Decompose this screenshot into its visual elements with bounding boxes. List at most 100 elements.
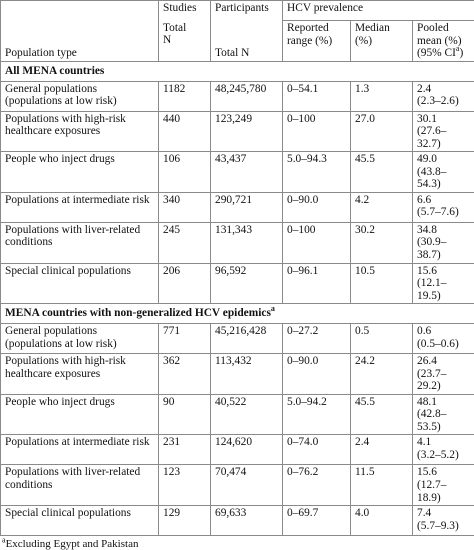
data-row: Populations with liver-related condition… [1,222,474,263]
cell: 0–100 [283,111,351,152]
header-row: Studies Participants HCV prevalence [1,1,474,21]
pooled-mean: 2.4 [417,83,470,96]
data-table: Studies Participants HCV prevalence Popu… [0,0,474,536]
data-row: Populations with high-risk healthcare ex… [1,111,474,152]
cell: 24.2 [351,354,413,395]
header-row: Population type Total N Total N Reported… [1,21,474,62]
pooled-mean: 48.1 [417,396,470,409]
footnote-marker: a [271,305,275,314]
confidence-interval: (30.9–38.7) [417,236,470,261]
cell: 34.8(30.9–38.7) [413,222,474,263]
pooled-mean: 6.6 [417,194,470,207]
cell: 2.4(2.3–2.6) [413,81,474,111]
header-text: Pooled mean (%) (95% CI [417,22,462,59]
header-cell: Studies [159,1,211,21]
cell: 245 [159,222,211,263]
cell: 27.0 [351,111,413,152]
pooled-mean: 0.6 [417,325,470,338]
cell: 15.6(12.1–19.5) [413,263,474,304]
cell: Special clinical populations [1,263,159,304]
cell: 49.0(43.8–54.3) [413,152,474,193]
cell: Populations with liver-related condition… [1,465,159,506]
cell: 0–69.7 [283,506,351,536]
pooled-mean: 4.1 [417,436,470,449]
header-cell: Total N [159,21,211,62]
section-title: MENA countries with non-generalized HCV … [1,304,474,324]
cell: 129 [159,506,211,536]
confidence-interval: (5.7–7.6) [417,206,470,219]
cell: Special clinical populations [1,506,159,536]
cell: 26.4(23.7–29.2) [413,354,474,395]
cell: 340 [159,192,211,222]
cell: 0–100 [283,222,351,263]
cell: 6.6(5.7–7.6) [413,192,474,222]
cell: 4.1(3.2–5.2) [413,435,474,465]
cell: Populations at intermediate risk [1,192,159,222]
header-text: ) [459,47,463,59]
confidence-interval: (23.7–29.2) [417,368,470,393]
cell: People who inject drugs [1,394,159,435]
cell: 0–90.0 [283,354,351,395]
cell: Populations with high-risk healthcare ex… [1,354,159,395]
cell: 0–54.1 [283,81,351,111]
cell: 70,474 [211,465,283,506]
cell: 48,245,780 [211,81,283,111]
cell: People who inject drugs [1,152,159,193]
header-cell: Participants [211,1,283,21]
cell: 5.0–94.2 [283,394,351,435]
confidence-interval: (3.2–5.2) [417,449,470,462]
page: Studies Participants HCV prevalence Popu… [0,0,474,487]
header-text: Total N [163,22,191,47]
cell: 123 [159,465,211,506]
confidence-interval: (43.8–54.3) [417,166,470,191]
footnote: aExcluding Egypt and Pakistan [0,536,474,550]
pooled-mean: 30.1 [417,113,470,126]
confidence-interval: (12.7–18.9) [417,479,470,504]
cell: 30.1(27.6–32.7) [413,111,474,152]
cell: 4.0 [351,506,413,536]
cell: 45,216,428 [211,324,283,354]
confidence-interval: (5.7–9.3) [417,520,470,533]
cell: 96,592 [211,263,283,304]
section-row: All MENA countries [1,61,474,81]
confidence-interval: (27.6–32.7) [417,125,470,150]
cell: 113,432 [211,354,283,395]
data-row: Populations with high-risk healthcare ex… [1,354,474,395]
data-row: General populations (populations at low … [1,81,474,111]
confidence-interval: (12.1–19.5) [417,277,470,302]
pooled-mean: 7.4 [417,507,470,520]
cell: 440 [159,111,211,152]
header-cell: Total N [211,21,283,62]
cell: 1.3 [351,81,413,111]
pooled-mean: 49.0 [417,153,470,166]
data-row: Populations with liver-related condition… [1,465,474,506]
header-cell: Median (%) [351,21,413,62]
cell: 0–27.2 [283,324,351,354]
header-cell: Pooled mean (%) (95% CIa) [413,21,474,62]
confidence-interval: (2.3–2.6) [417,95,470,108]
footnote-text: Excluding Egypt and Pakistan [6,538,139,550]
cell: 15.6(12.7–18.9) [413,465,474,506]
cell: 69,633 [211,506,283,536]
cell: 123,249 [211,111,283,152]
cell: Populations at intermediate risk [1,435,159,465]
cell: 131,343 [211,222,283,263]
cell: 106 [159,152,211,193]
cell: 0.6(0.5–0.6) [413,324,474,354]
cell: 0–74.0 [283,435,351,465]
pooled-mean: 34.8 [417,224,470,237]
section-title-text: MENA countries with non-generalized HCV … [5,307,271,319]
cell: 231 [159,435,211,465]
pooled-mean: 26.4 [417,355,470,368]
cell: 48.1(42.8–53.5) [413,394,474,435]
cell: General populations (populations at low … [1,324,159,354]
cell: General populations (populations at low … [1,81,159,111]
confidence-interval: (0.5–0.6) [417,338,470,351]
cell: 0–76.2 [283,465,351,506]
cell: 11.5 [351,465,413,506]
cell: 7.4(5.7–9.3) [413,506,474,536]
